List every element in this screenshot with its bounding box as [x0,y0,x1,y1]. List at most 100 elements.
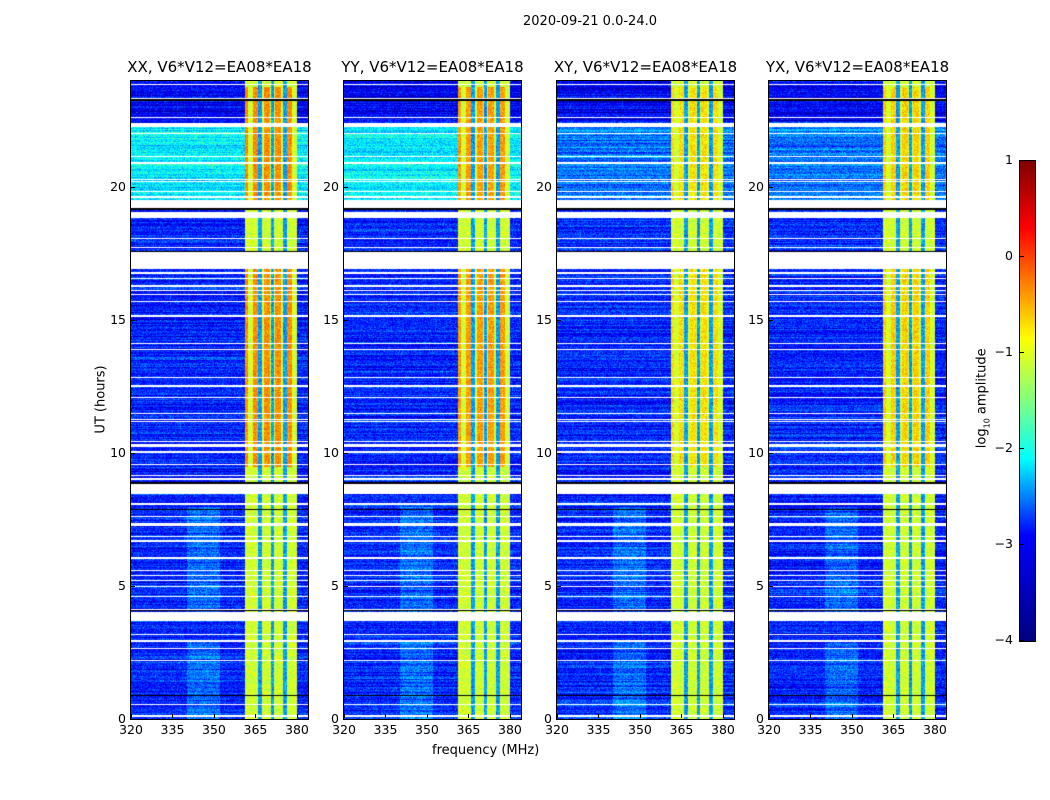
x-tick-label: 335 [586,722,611,737]
y-tick-label: 20 [536,179,552,195]
x-tick-mark [296,714,298,718]
colorbar-tick-mark [1020,448,1024,449]
x-tick-mark [681,714,683,718]
y-tick-label: 15 [748,312,764,328]
y-tick-label: 10 [110,445,126,461]
x-tick-mark [172,714,174,718]
y-tick-label: 5 [544,578,552,594]
panel-2: XY, V6*V12=EA08*EA18 [554,58,737,720]
waterfall-heatmap [131,81,308,719]
x-tick-mark [851,714,853,718]
x-tick-label: 320 [757,722,781,737]
x-tick-label: 380 [923,722,947,737]
x-tick-label: 365 [243,722,268,737]
y-tick-label: 15 [323,312,339,328]
y-tick-mark [131,719,135,720]
y-tick-mark [344,586,348,588]
x-tick-label: 380 [285,722,309,737]
colorbar-tick-label: −4 [994,632,1013,647]
y-tick-mark [557,453,561,455]
y-tick-mark [769,320,773,322]
colorbar-tick-label: −1 [994,344,1013,359]
y-tick-label: 5 [118,578,126,594]
x-tick-label: 350 [840,722,864,737]
x-tick-label: 380 [711,722,735,737]
x-tick-mark [385,714,387,718]
colorbar-tick-label: −3 [994,536,1013,551]
axes-frame [130,80,309,720]
y-tick-label: 20 [323,179,339,195]
x-tick-mark [344,714,345,718]
y-tick-label: 15 [110,312,126,328]
x-tick-mark [255,714,257,718]
y-tick-label: 0 [331,711,339,726]
x-tick-label: 320 [545,722,569,737]
x-tick-mark [426,714,428,718]
panel-0: XX, V6*V12=EA08*EA18 [127,58,312,720]
x-tick-mark [509,714,511,718]
y-tick-mark [344,453,348,455]
y-tick-mark [131,586,135,588]
x-tick-label: 350 [202,722,226,737]
axes-frame [343,80,522,720]
x-tick-mark [769,714,770,718]
x-tick-label: 365 [881,722,906,737]
colorbar-tick-mark [1020,352,1024,353]
panel-title: YY, V6*V12=EA08*EA18 [341,58,524,76]
y-tick-mark [557,187,561,189]
y-tick-label: 15 [536,312,552,328]
y-tick-mark [769,719,773,720]
x-tick-label: 335 [798,722,823,737]
x-tick-mark [468,714,470,718]
y-tick-label: 20 [110,179,126,195]
x-tick-mark [810,714,812,718]
y-tick-mark [557,586,561,588]
panel-3: YX, V6*V12=EA08*EA18 [766,58,949,720]
colorbar-tick-mark [1020,544,1024,545]
x-axis-label: frequency (MHz) [432,743,540,758]
x-tick-mark [131,714,132,718]
x-tick-label: 320 [332,722,356,737]
y-tick-label: 5 [331,578,339,594]
x-tick-label: 365 [669,722,694,737]
x-tick-mark [639,714,641,718]
y-tick-mark [344,187,348,189]
x-tick-label: 350 [415,722,439,737]
colorbar [1019,160,1036,642]
x-tick-mark [722,714,724,718]
panel-title: XX, V6*V12=EA08*EA18 [127,58,312,76]
y-tick-mark [769,187,773,189]
y-tick-mark [769,453,773,455]
colorbar-tick-mark [1020,256,1024,257]
x-tick-mark [557,714,558,718]
colorbar-tick-label: 1 [1005,152,1013,167]
colorbar-tick-label: 0 [1005,248,1013,263]
colorbar-tick-mark [1020,160,1024,161]
axes-frame [768,80,947,720]
y-tick-label: 10 [536,445,552,461]
x-tick-label: 335 [373,722,398,737]
y-tick-mark [131,187,135,189]
y-tick-label: 0 [118,711,126,726]
waterfall-heatmap [557,81,734,719]
x-tick-label: 365 [456,722,481,737]
y-tick-mark [557,719,561,720]
x-tick-mark [598,714,600,718]
x-tick-label: 335 [160,722,185,737]
x-tick-mark [934,714,936,718]
y-tick-mark [769,586,773,588]
y-tick-label: 10 [323,445,339,461]
x-tick-label: 320 [119,722,143,737]
y-tick-label: 5 [756,578,764,594]
y-tick-label: 0 [544,711,552,726]
y-tick-mark [344,320,348,322]
x-tick-mark [213,714,215,718]
y-tick-mark [131,453,135,455]
x-tick-mark [893,714,895,718]
y-tick-label: 10 [748,445,764,461]
x-tick-label: 380 [498,722,522,737]
panel-title: XY, V6*V12=EA08*EA18 [553,58,738,76]
y-tick-mark [344,719,348,720]
axes-frame [556,80,735,720]
